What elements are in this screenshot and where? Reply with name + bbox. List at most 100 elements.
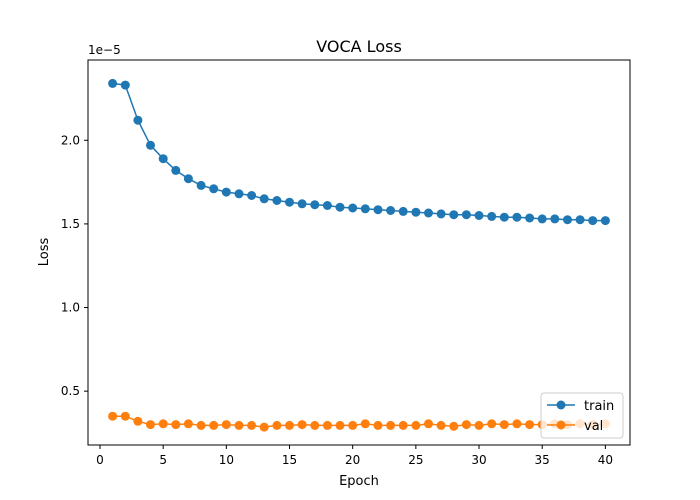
data-point-train bbox=[310, 200, 320, 210]
legend-label-train: train bbox=[584, 399, 614, 414]
data-point-val bbox=[499, 420, 509, 430]
data-point-train bbox=[146, 140, 155, 150]
x-tick-label: 30 bbox=[471, 453, 486, 467]
data-point-val bbox=[285, 420, 294, 430]
data-point-train bbox=[449, 210, 459, 220]
x-tick-label: 15 bbox=[282, 453, 297, 467]
series-line-val bbox=[112, 415, 606, 428]
legend: train val bbox=[540, 392, 624, 439]
data-point-val bbox=[310, 420, 320, 430]
data-point-train bbox=[335, 202, 345, 212]
data-point-val bbox=[120, 411, 130, 421]
data-point-train bbox=[575, 215, 585, 225]
y-tick-label: 0.5 bbox=[61, 384, 80, 398]
data-point-val bbox=[297, 420, 307, 430]
x-tick-label: 35 bbox=[535, 453, 550, 467]
data-point-val bbox=[373, 420, 383, 430]
data-point-train bbox=[461, 210, 471, 220]
data-point-train bbox=[247, 191, 257, 200]
data-point-val bbox=[322, 420, 332, 430]
data-point-train bbox=[588, 216, 598, 226]
data-point-val bbox=[158, 419, 168, 429]
data-point-train bbox=[234, 189, 244, 199]
x-tick-label: 5 bbox=[159, 453, 167, 467]
x-tick-label: 40 bbox=[598, 453, 613, 467]
data-point-val bbox=[335, 420, 345, 430]
data-point-train bbox=[487, 211, 497, 221]
data-point-train bbox=[297, 199, 307, 209]
y-tick-label: 2.0 bbox=[61, 133, 80, 147]
data-point-val bbox=[386, 420, 396, 430]
data-point-train bbox=[386, 206, 396, 215]
y-scale-offset-label: 1e−5 bbox=[88, 43, 121, 57]
data-point-train bbox=[373, 205, 383, 215]
data-point-train bbox=[600, 216, 610, 226]
data-point-train bbox=[108, 78, 118, 88]
data-point-train bbox=[550, 214, 560, 224]
data-point-val bbox=[398, 420, 408, 430]
x-axis-label: Epoch bbox=[339, 474, 379, 489]
x-tick-label: 0 bbox=[96, 453, 104, 467]
data-point-train bbox=[537, 214, 547, 224]
data-point-train bbox=[272, 196, 282, 205]
data-point-val bbox=[146, 420, 155, 430]
x-tick-label: 20 bbox=[345, 453, 360, 467]
plot-layer bbox=[108, 78, 610, 432]
data-point-val bbox=[259, 422, 269, 432]
x-tick-label: 10 bbox=[219, 453, 234, 467]
data-point-train bbox=[120, 80, 130, 90]
data-point-train bbox=[436, 209, 446, 219]
data-point-train bbox=[499, 212, 509, 222]
data-point-val bbox=[196, 420, 206, 430]
data-point-val bbox=[183, 419, 193, 429]
data-point-train bbox=[348, 203, 358, 213]
data-point-val bbox=[272, 420, 282, 430]
data-point-train bbox=[183, 174, 193, 184]
data-point-train bbox=[259, 194, 269, 204]
data-point-val bbox=[424, 419, 433, 429]
ticks-layer: 0 5 10 15 20 25 30 35 40 0.5 1.0 1.5 2.0 bbox=[61, 133, 613, 467]
data-point-val bbox=[209, 420, 219, 430]
data-point-val bbox=[108, 411, 118, 421]
data-point-val bbox=[411, 420, 421, 430]
data-point-train bbox=[221, 187, 231, 197]
data-point-train bbox=[285, 197, 294, 207]
data-point-val bbox=[449, 421, 459, 431]
data-point-train bbox=[171, 165, 181, 175]
data-point-val bbox=[348, 420, 358, 430]
legend-marker-val bbox=[556, 420, 566, 430]
series-line-train bbox=[112, 82, 606, 222]
data-point-train bbox=[411, 207, 421, 217]
data-point-train bbox=[158, 154, 168, 164]
legend-marker-train bbox=[556, 400, 566, 410]
x-tick-label: 25 bbox=[408, 453, 423, 467]
data-point-val bbox=[171, 420, 181, 430]
data-point-val bbox=[525, 420, 535, 430]
data-point-val bbox=[133, 416, 143, 426]
y-tick-label: 1.0 bbox=[61, 301, 80, 315]
data-point-train bbox=[133, 115, 143, 125]
data-point-val bbox=[436, 420, 446, 430]
data-point-val bbox=[221, 420, 231, 430]
data-point-train bbox=[322, 201, 332, 210]
data-point-train bbox=[196, 180, 206, 190]
data-point-train bbox=[360, 204, 370, 214]
y-axis-label: Loss bbox=[37, 238, 52, 267]
data-point-train bbox=[474, 211, 484, 220]
data-point-val bbox=[474, 420, 484, 430]
legend-label-val: val bbox=[584, 419, 603, 434]
y-tick-label: 1.5 bbox=[61, 217, 80, 231]
data-point-val bbox=[512, 419, 522, 429]
data-point-val bbox=[461, 420, 471, 430]
data-point-train bbox=[209, 184, 219, 194]
data-point-val bbox=[487, 419, 497, 429]
data-point-train bbox=[563, 215, 572, 225]
data-point-train bbox=[512, 212, 522, 222]
axes-frame bbox=[87, 59, 631, 446]
chart-title: VOCA Loss bbox=[316, 37, 402, 56]
data-point-val bbox=[234, 420, 244, 430]
data-point-val bbox=[247, 420, 257, 430]
data-point-train bbox=[424, 208, 433, 218]
data-point-val bbox=[360, 419, 370, 429]
